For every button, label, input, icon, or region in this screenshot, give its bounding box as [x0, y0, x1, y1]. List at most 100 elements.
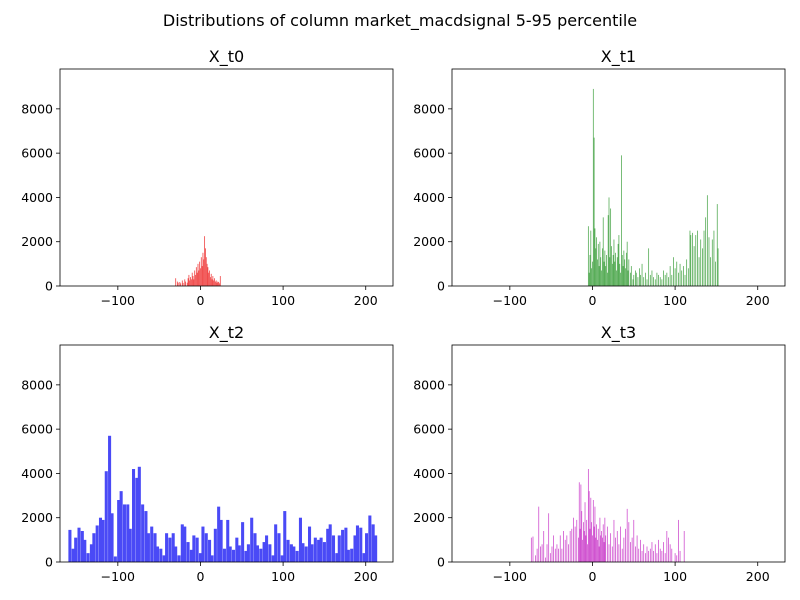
histogram-bar — [177, 282, 179, 286]
histogram-bar — [610, 208, 612, 286]
histogram-bar — [374, 535, 378, 562]
histogram-bar — [705, 217, 707, 286]
histogram-bar — [578, 537, 579, 562]
histogram-bar — [168, 537, 172, 562]
histogram-bar — [630, 272, 631, 286]
histogram-bar — [201, 526, 205, 562]
histogram-bar — [195, 537, 199, 562]
histogram-bar — [586, 519, 588, 562]
histogram-bar — [268, 544, 272, 562]
histogram-bar — [591, 522, 593, 562]
histogram-bar — [673, 257, 674, 286]
histogram-bar — [628, 259, 630, 286]
x-tick-label: −100 — [101, 569, 135, 584]
histogram-bar — [194, 270, 196, 286]
histogram-bar — [259, 548, 263, 562]
histogram-bar — [638, 548, 640, 562]
histogram-bar — [200, 257, 202, 286]
histogram-bar — [344, 527, 348, 562]
y-tick-label: 2000 — [413, 510, 445, 525]
x-tick-label: 100 — [271, 293, 295, 308]
histogram-bar — [576, 519, 578, 562]
histogram-bar — [641, 263, 643, 286]
histogram-bar — [250, 517, 254, 562]
histogram-bar — [538, 506, 540, 562]
x-tick-label: 200 — [354, 569, 378, 584]
histogram-bar — [659, 277, 661, 286]
histogram-bar — [104, 471, 108, 562]
y-tick-label: 4000 — [413, 190, 445, 205]
histogram-bar — [697, 230, 698, 286]
histogram-bar — [626, 508, 628, 562]
histogram-bar — [596, 237, 597, 286]
histogram-bar — [684, 274, 686, 286]
histogram-bar — [592, 261, 593, 286]
histogram-bar — [558, 548, 559, 562]
histogram-bar — [601, 270, 602, 286]
histogram-bar — [585, 535, 587, 562]
histogram-bar — [676, 261, 678, 286]
histogram-bar — [205, 257, 207, 286]
x-tick-label: −100 — [493, 569, 527, 584]
histogram-bar — [654, 544, 656, 562]
histogram-bar — [359, 527, 363, 562]
histogram-bar — [200, 268, 201, 286]
histogram-bar — [609, 257, 611, 286]
histogram-bar — [616, 531, 618, 562]
histogram-bar — [205, 248, 206, 286]
histogram-bar — [623, 250, 625, 286]
histogram-bar — [255, 545, 260, 562]
histogram-bar — [661, 550, 663, 562]
histogram-bar — [141, 504, 145, 562]
histogram-bar — [215, 280, 217, 286]
histogram-bar — [630, 266, 632, 286]
histogram-bar — [628, 522, 630, 562]
histogram-bar — [640, 539, 641, 562]
histogram-bar — [589, 528, 591, 562]
histogram-bar — [633, 274, 635, 286]
histogram-bar — [213, 528, 217, 562]
histogram-bar — [198, 270, 200, 286]
figure-title: Distributions of column market_macdsigna… — [163, 11, 637, 31]
histogram-bar — [89, 544, 93, 562]
histogram-bar — [591, 268, 593, 286]
histogram-bar — [197, 263, 199, 286]
histogram-bar — [192, 535, 196, 562]
histogram-bar — [218, 282, 220, 286]
histogram-bar — [716, 204, 718, 286]
y-tick-label: 2000 — [21, 510, 53, 525]
histogram-bar — [208, 539, 212, 562]
histogram-bar — [206, 263, 208, 286]
histogram-bar — [593, 526, 595, 562]
histogram-bar — [132, 469, 136, 562]
histogram-bar — [241, 522, 245, 562]
histogram-bar — [658, 274, 659, 286]
histogram-bar — [676, 555, 678, 562]
histogram-bar — [702, 248, 703, 286]
histogram-bar — [602, 248, 603, 286]
histogram-bar — [606, 526, 608, 562]
histogram-bar — [713, 230, 715, 286]
histogram-bar — [663, 270, 664, 286]
histogram-bar — [592, 535, 593, 562]
histogram-bar — [237, 545, 241, 562]
histogram-bar — [541, 544, 543, 562]
histogram-bar — [159, 548, 163, 562]
histogram-bar — [588, 272, 590, 286]
histogram-bar — [341, 529, 345, 562]
histogram-bar — [602, 537, 603, 562]
histogram-bar — [693, 246, 695, 286]
histogram-bar — [545, 557, 546, 562]
y-tick-label: 8000 — [21, 377, 53, 392]
histogram-bar — [80, 531, 84, 562]
histogram-bar — [286, 539, 290, 562]
histogram-bar — [310, 544, 314, 562]
histogram-bar — [625, 252, 627, 286]
histogram-bar — [656, 553, 658, 562]
histogram-bar — [623, 537, 625, 562]
histogram-bar — [600, 535, 602, 562]
histogram-bar — [213, 280, 215, 286]
histogram-bar — [640, 274, 641, 286]
